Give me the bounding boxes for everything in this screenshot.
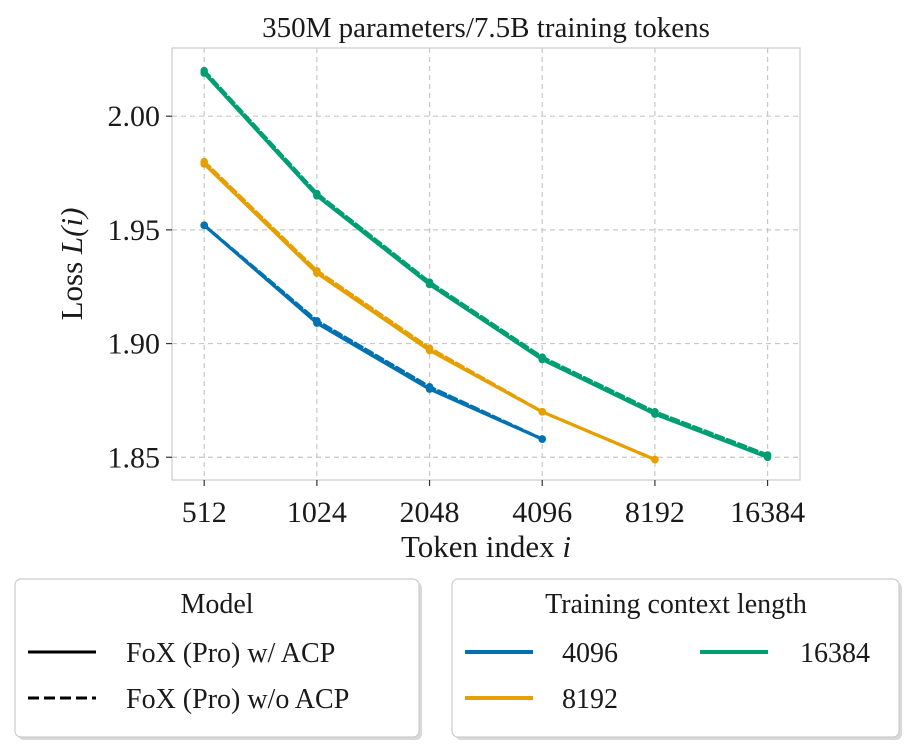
data-point-8192-without-acp — [538, 407, 547, 416]
data-point-16384-without-acp — [651, 407, 659, 416]
legend-context-length: Training context length 4096 8192 16384 — [451, 578, 902, 740]
legend-entry-4096: 4096 — [562, 638, 618, 669]
legend-model-title: Model — [180, 589, 253, 620]
grid — [172, 48, 800, 480]
legend-entry-without-acp: FoX (Pro) w/o ACP — [126, 684, 349, 715]
y-axis-label: Loss L(i) — [54, 208, 89, 321]
x-tick-label: 512 — [182, 496, 227, 529]
x-tick-label: 2048 — [400, 496, 460, 529]
data-point-8192-without-acp — [425, 344, 434, 352]
x-tick-label: 16384 — [730, 496, 805, 529]
y-tick-label: 1.90 — [108, 328, 161, 361]
series-layer — [200, 66, 772, 464]
x-tick-label: 4096 — [512, 496, 572, 529]
x-tick-label: 1024 — [287, 496, 347, 529]
chart-title: 350M parameters/7.5B training tokens — [262, 12, 710, 44]
data-point-8192-without-acp — [200, 157, 208, 166]
data-point-16384-without-acp — [313, 189, 321, 198]
data-point-8192-without-acp — [313, 267, 321, 275]
data-point-8192-without-acp — [651, 455, 659, 464]
legend-entry-8192: 8192 — [562, 684, 618, 715]
legend-entry-with-acp: FoX (Pro) w/ ACP — [126, 638, 335, 669]
series-line-16384-with-acp — [202, 71, 770, 459]
y-axis: 1.85 1.90 1.95 2.00 — [108, 100, 172, 474]
series-line-16384-without-acp — [202, 69, 770, 457]
data-point-4096-without-acp — [425, 382, 434, 391]
series-line-4096-without-acp — [202, 223, 544, 441]
x-tick-label: 8192 — [625, 496, 685, 529]
data-point-16384-without-acp — [425, 278, 434, 286]
y-tick-label: 1.95 — [108, 214, 161, 247]
data-point-4096-without-acp — [313, 317, 321, 325]
plot-area — [171, 47, 801, 481]
legend-context-title: Training context length — [545, 589, 807, 620]
data-point-16384-without-acp — [763, 451, 772, 459]
data-point-16384-without-acp — [538, 353, 547, 362]
x-axis: 512 1024 2048 4096 8192 16384 — [182, 480, 805, 529]
legend-entry-16384: 16384 — [800, 638, 870, 669]
x-axis-label: Token index i — [401, 529, 571, 564]
data-point-16384-without-acp — [200, 66, 208, 75]
data-point-4096-without-acp — [538, 435, 547, 443]
data-point-4096-without-acp — [200, 221, 208, 230]
y-tick-label: 2.00 — [108, 100, 161, 133]
legend-model: Model FoX (Pro) w/ ACP FoX (Pro) w/o ACP — [14, 578, 422, 740]
y-tick-label: 1.85 — [108, 441, 161, 474]
